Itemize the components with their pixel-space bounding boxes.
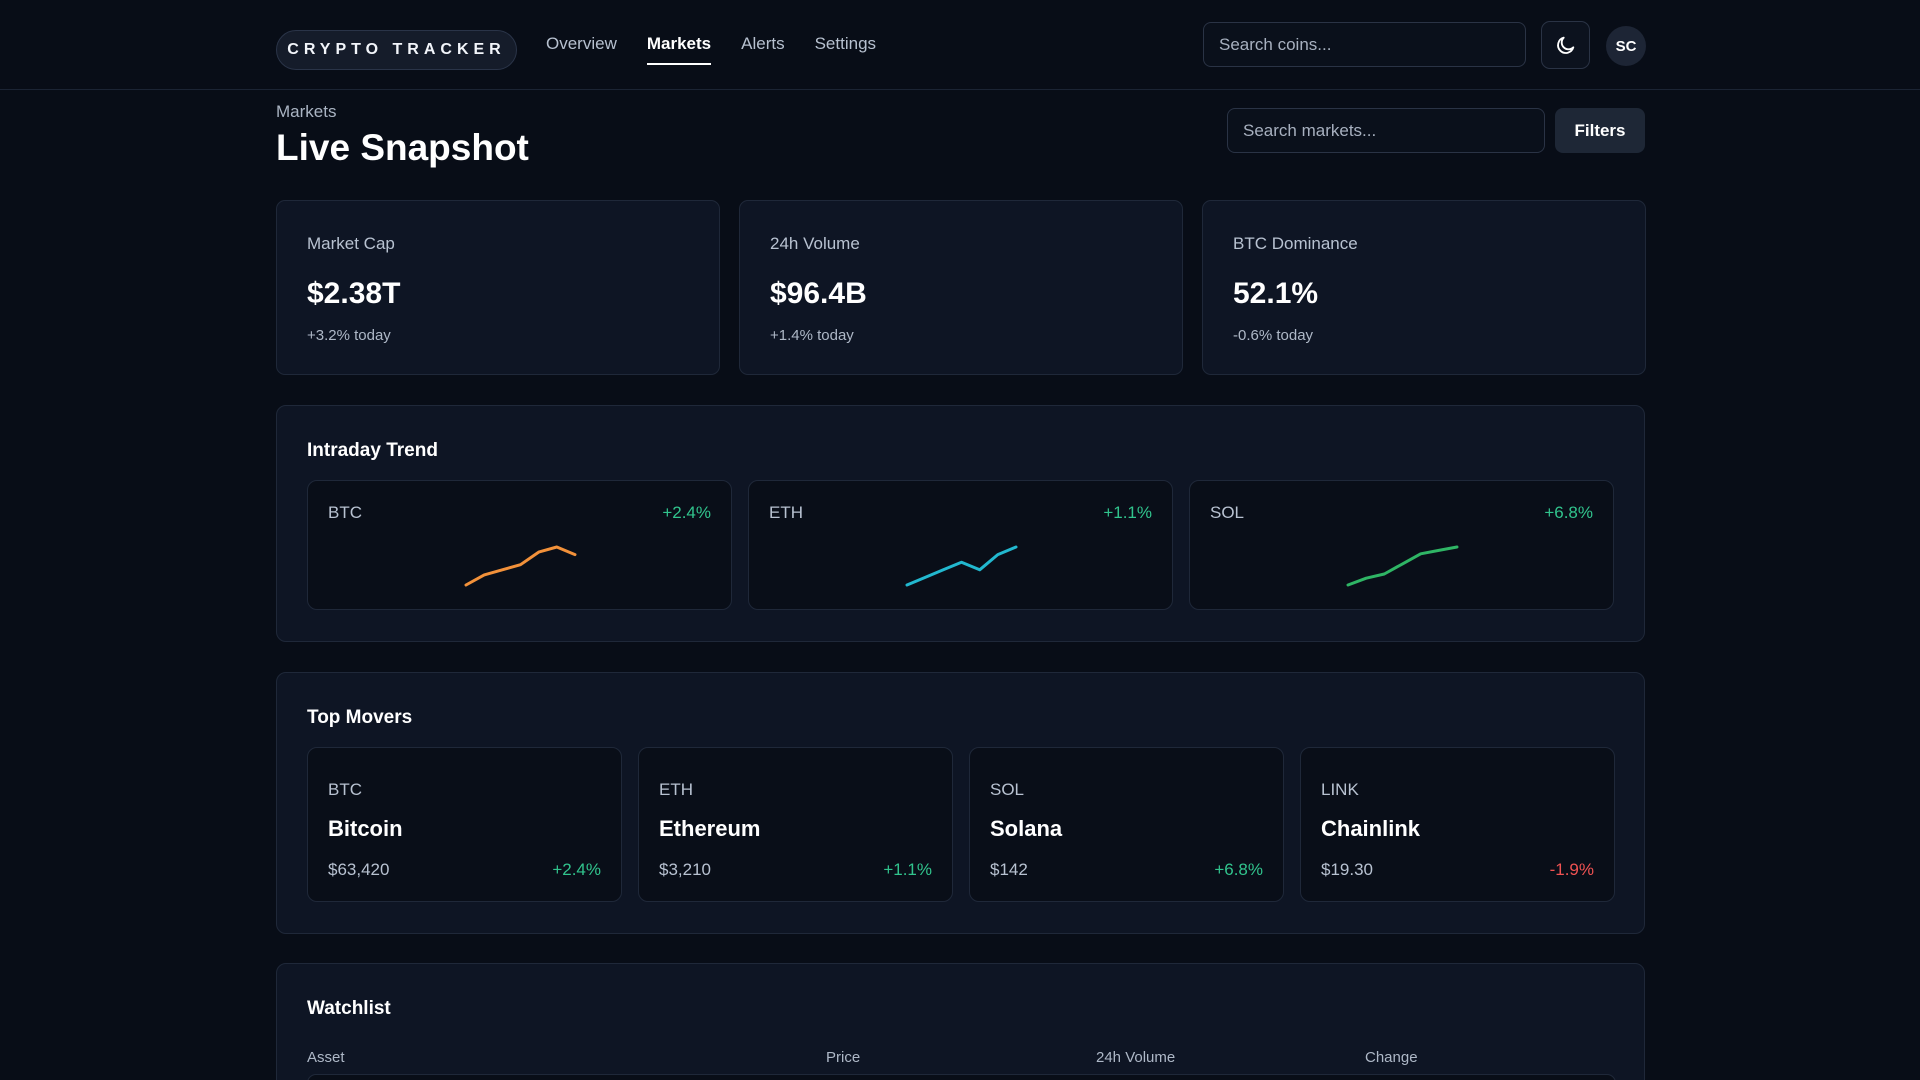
filters-button[interactable]: Filters bbox=[1555, 108, 1645, 153]
nav-tab-overview[interactable]: Overview bbox=[546, 34, 617, 53]
trend-symbol: BTC bbox=[328, 503, 362, 522]
mover-card-eth[interactable]: ETH Ethereum $3,210 +1.1% bbox=[638, 747, 953, 902]
trend-change: +6.8% bbox=[1544, 503, 1593, 522]
stat-value: $96.4B bbox=[770, 277, 867, 310]
main-nav: Overview Markets Alerts Settings bbox=[546, 0, 876, 90]
moon-icon bbox=[1556, 36, 1574, 54]
stat-value: 52.1% bbox=[1233, 277, 1319, 310]
column-header-asset[interactable]: Asset bbox=[307, 1049, 345, 1066]
sparkline-sol bbox=[1346, 545, 1459, 587]
nav-tab-alerts[interactable]: Alerts bbox=[741, 34, 785, 53]
watchlist-panel: Watchlist Asset Price 24h Volume Change bbox=[276, 963, 1645, 1080]
stat-delta: +3.2% today bbox=[307, 327, 391, 344]
table-row[interactable] bbox=[307, 1074, 1616, 1080]
brand-logo[interactable]: CRYPTO TRACKER bbox=[276, 30, 517, 70]
sparkline-line bbox=[464, 545, 577, 587]
trend-symbol: ETH bbox=[769, 503, 803, 522]
mover-card-btc[interactable]: BTC Bitcoin $63,420 +2.4% bbox=[307, 747, 622, 902]
mover-price: $3,210 bbox=[659, 860, 711, 879]
mover-name: Ethereum bbox=[659, 816, 761, 841]
column-header-change[interactable]: Change bbox=[1365, 1049, 1418, 1066]
mover-change: +6.8% bbox=[1214, 860, 1263, 879]
stat-card-market-cap: Market Cap $2.38T +3.2% today bbox=[276, 200, 720, 375]
sparkline-line bbox=[1346, 545, 1459, 587]
column-header-price[interactable]: Price bbox=[826, 1049, 861, 1066]
nav-tab-markets[interactable]: Markets bbox=[646, 0, 712, 90]
sparkline-eth bbox=[905, 545, 1018, 587]
mover-card-sol[interactable]: SOL Solana $142 +6.8% bbox=[969, 747, 1284, 902]
mover-symbol: ETH bbox=[659, 780, 693, 799]
mover-price: $142 bbox=[990, 860, 1028, 879]
stat-delta: +1.4% today bbox=[770, 327, 854, 344]
stat-label: 24h Volume bbox=[770, 234, 860, 253]
stat-label: BTC Dominance bbox=[1233, 234, 1358, 253]
nav-tab-settings[interactable]: Settings bbox=[814, 34, 877, 53]
panel-title: Watchlist bbox=[307, 998, 391, 1019]
sparkline-line bbox=[905, 545, 1018, 587]
stat-card-24h-volume: 24h Volume $96.4B +1.4% today bbox=[739, 200, 1183, 375]
trend-card-eth[interactable]: ETH +1.1% bbox=[748, 480, 1173, 610]
stat-card-btc-dominance: BTC Dominance 52.1% -0.6% today bbox=[1202, 200, 1646, 375]
trend-change: +2.4% bbox=[662, 503, 711, 522]
search-coins-input[interactable] bbox=[1203, 22, 1526, 67]
column-header-24h-volume[interactable]: 24h Volume bbox=[1096, 1049, 1176, 1066]
page-title: Live Snapshot bbox=[276, 127, 529, 168]
mover-card-link[interactable]: LINK Chainlink $19.30 -1.9% bbox=[1300, 747, 1615, 902]
top-navigation-bar: CRYPTO TRACKER Overview Markets Alerts S… bbox=[0, 0, 1920, 90]
mover-name: Chainlink bbox=[1321, 816, 1421, 841]
sparkline-btc bbox=[464, 545, 577, 587]
search-markets-input[interactable] bbox=[1227, 108, 1545, 153]
stat-delta: -0.6% today bbox=[1233, 327, 1314, 344]
trend-card-sol[interactable]: SOL +6.8% bbox=[1189, 480, 1614, 610]
breadcrumb[interactable]: Markets bbox=[276, 102, 337, 121]
stat-label: Market Cap bbox=[307, 234, 395, 253]
stat-value: $2.38T bbox=[307, 277, 401, 310]
intraday-trend-panel: Intraday Trend BTC +2.4% ETH +1.1% SOL +… bbox=[276, 405, 1645, 642]
top-movers-panel: Top Movers BTC Bitcoin $63,420 +2.4% ETH… bbox=[276, 672, 1645, 934]
mover-symbol: BTC bbox=[328, 780, 362, 799]
mover-name: Bitcoin bbox=[328, 816, 403, 841]
trend-card-btc[interactable]: BTC +2.4% bbox=[307, 480, 732, 610]
mover-price: $63,420 bbox=[328, 860, 390, 879]
theme-toggle-button[interactable] bbox=[1541, 21, 1590, 69]
panel-title: Top Movers bbox=[307, 707, 413, 728]
mover-symbol: SOL bbox=[990, 780, 1025, 799]
mover-price: $19.30 bbox=[1321, 860, 1373, 879]
mover-change: -1.9% bbox=[1549, 860, 1594, 879]
trend-symbol: SOL bbox=[1210, 503, 1245, 522]
mover-name: Solana bbox=[990, 816, 1063, 841]
mover-symbol: LINK bbox=[1321, 780, 1359, 799]
panel-title: Intraday Trend bbox=[307, 440, 438, 461]
trend-change: +1.1% bbox=[1103, 503, 1152, 522]
user-avatar[interactable]: SC bbox=[1606, 26, 1646, 66]
mover-change: +2.4% bbox=[552, 860, 601, 879]
mover-change: +1.1% bbox=[883, 860, 932, 879]
